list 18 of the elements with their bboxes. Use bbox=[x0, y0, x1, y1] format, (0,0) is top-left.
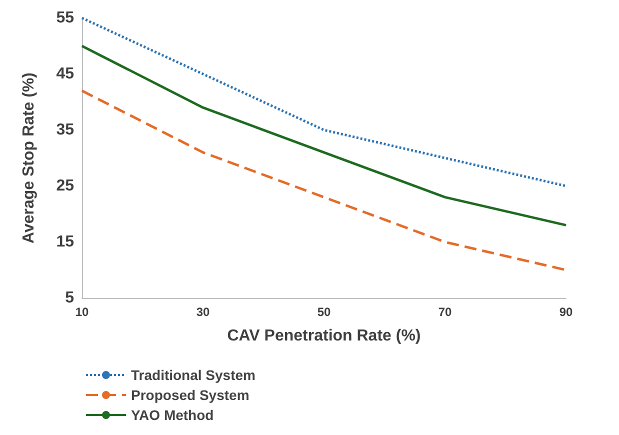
x-tick-label: 90 bbox=[559, 305, 573, 319]
y-tick-label: 15 bbox=[56, 234, 74, 250]
y-axis-title: Average Stop Rate (%) bbox=[20, 72, 38, 244]
legend-label: Traditional System bbox=[131, 367, 256, 383]
y-tick-label: 45 bbox=[56, 66, 74, 82]
y-tick-label: 55 bbox=[56, 10, 74, 26]
y-tick-label: 35 bbox=[56, 122, 74, 138]
y-tick-label: 25 bbox=[56, 178, 74, 194]
x-tick-label: 10 bbox=[75, 305, 89, 319]
x-tick-label: 30 bbox=[196, 305, 210, 319]
line-series bbox=[80, 16, 568, 188]
line-series bbox=[80, 44, 568, 226]
x-tick-label: 70 bbox=[438, 305, 452, 319]
y-tick-label: 5 bbox=[65, 290, 74, 306]
legend-label: YAO Method bbox=[131, 407, 214, 423]
legend-label: Proposed System bbox=[131, 387, 250, 403]
x-axis-title: CAV Penetration Rate (%) bbox=[227, 328, 421, 344]
x-tick-label: 50 bbox=[317, 305, 331, 319]
